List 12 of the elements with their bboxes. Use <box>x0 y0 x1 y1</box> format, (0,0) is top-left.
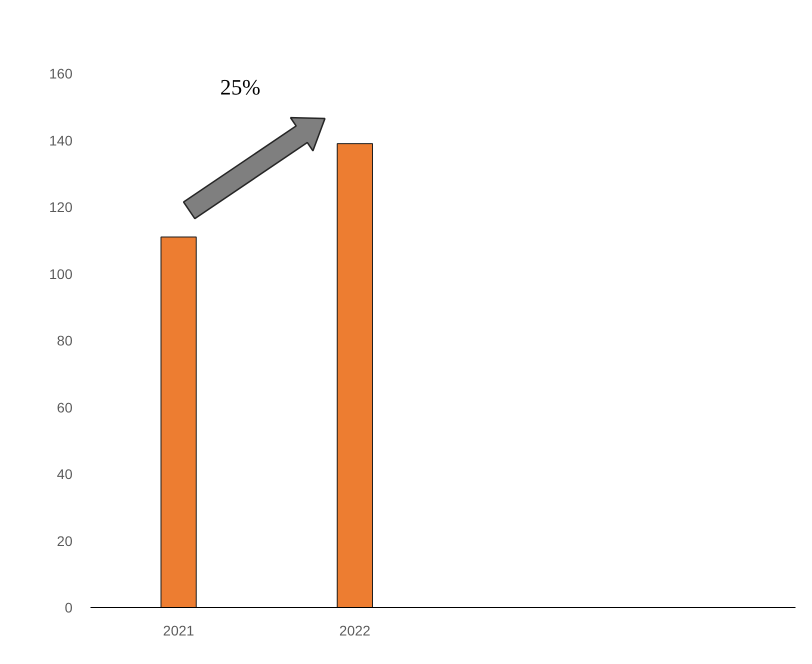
y-tick-label: 80 <box>56 332 73 348</box>
annotation: 25% <box>220 74 260 100</box>
y-tick-label: 20 <box>56 532 73 549</box>
x-tick-label: 2022 <box>339 622 371 638</box>
y-tick-label: 160 <box>49 66 73 82</box>
y-tick-label: 140 <box>49 132 73 148</box>
y-tick-label: 40 <box>56 466 73 482</box>
y-tick-label: 0 <box>64 600 73 616</box>
y-tick-label: 100 <box>49 266 73 282</box>
y-tick-label: 120 <box>49 199 73 215</box>
x-tick-label: 2021 <box>163 622 194 638</box>
y-tick-label: 60 <box>56 399 73 416</box>
